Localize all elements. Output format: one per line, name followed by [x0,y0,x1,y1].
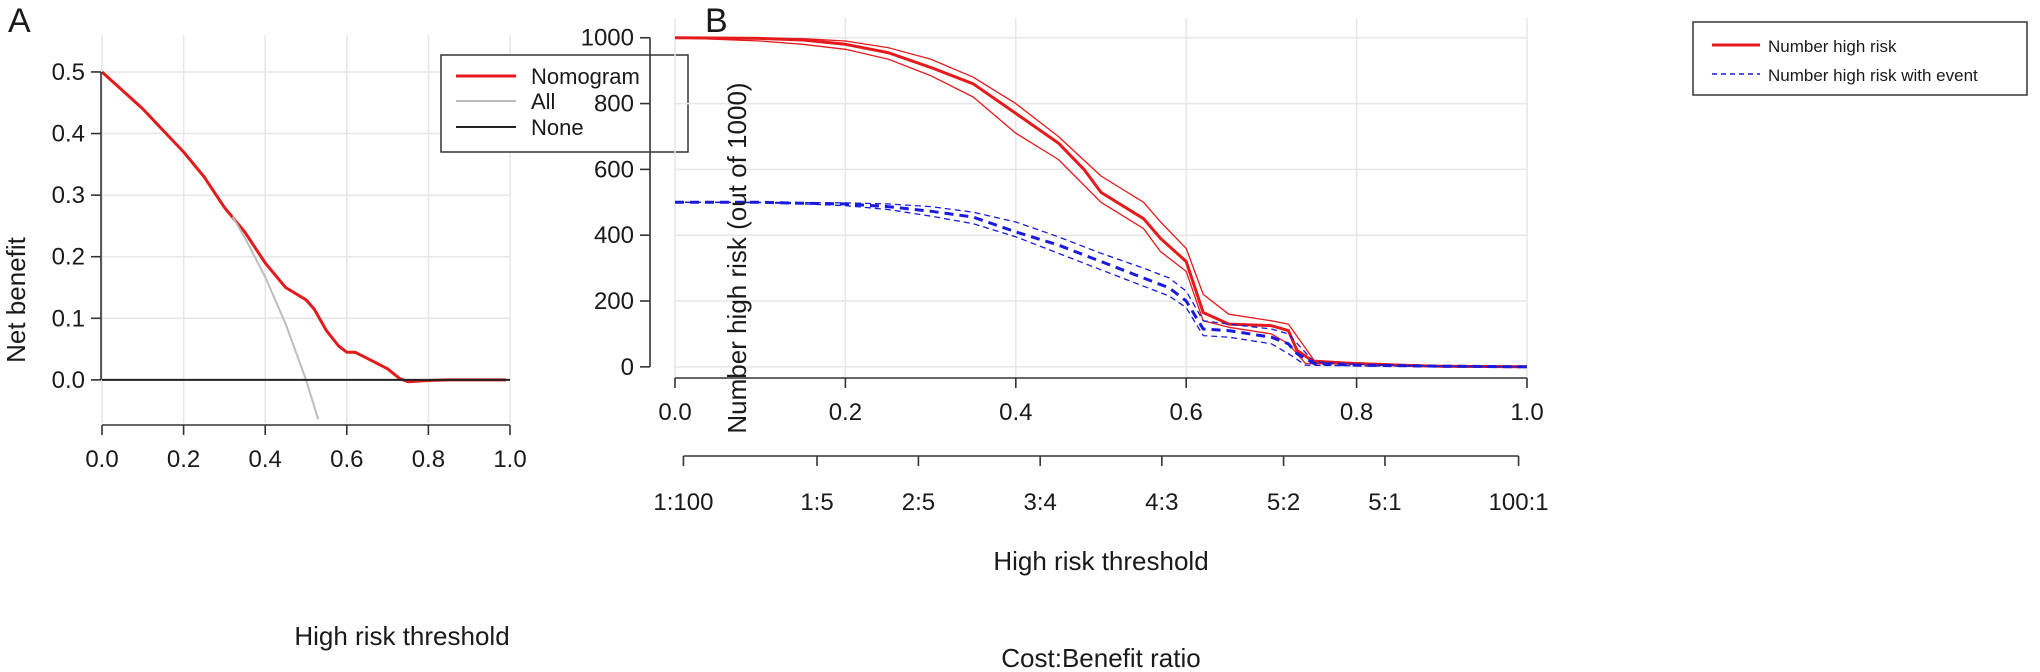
panel-b-grid [674,18,1528,380]
panel-b: B 0.0 0.2 0.4 0.6 0.8 1.0 0 200 400 600 800 1000 Hi… [581,2,2028,672]
panel-b-label: B [705,2,728,40]
panel-a-axes: 0.0 0.2 0.4 0.6 0.8 1.0 0.0 0.1 0.2 0.3 0.4 0.5 [52,59,527,473]
cost-benefit-tick-label-1-100: 1:100 [653,489,713,516]
panel-b-x-tick-label-0-8: 0.8 [1340,399,1373,426]
cost-benefit-tick-label-5-1: 5:1 [1368,489,1401,516]
cost-benefit-tick-label-1-5: 1:5 [800,489,833,516]
panel-b-cost-benefit-axis: 1:100 1:5 2:5 3:4 4:3 5:2 5:1 100:1 [653,455,1549,516]
cost-benefit-tick-label-100-1: 100:1 [1489,489,1549,516]
panel-b-cost-benefit-label: Cost:Benefit ratio [1001,643,1200,672]
panel-b-y-tick-label-0: 0 [621,354,634,381]
panel-a-x-tick-label-0-4: 0.4 [249,446,282,473]
panel-a-x-axis-label: High risk threshold [294,621,509,651]
cost-benefit-tick-label-2-5: 2:5 [902,489,935,516]
panel-a: A 0.0 0.2 0.4 0.6 0.8 1.0 0.0 0.1 0.2 0.3 0.4 0.5 H… [1,2,689,651]
cost-benefit-tick-label-4-3: 4:3 [1145,489,1178,516]
panel-a-y-tick-label-0-2: 0.2 [52,244,85,271]
panel-b-x-tick-label-1-0: 1.0 [1510,399,1543,426]
panel-b-series-band-5 [674,201,1528,368]
cost-benefit-tick-label-3-4: 3:4 [1023,489,1056,516]
panel-a-y-tick-label-0-0: 0.0 [52,367,85,394]
panel-a-series [100,70,510,420]
panel-b-y-tick-label-800: 800 [594,91,634,118]
panel-b-x-tick-label-0-6: 0.6 [1170,399,1203,426]
legend-label-none: None [531,115,584,140]
panel-b-series-band-4 [675,201,1528,368]
legend-label-nomogram: Nomogram [531,64,640,89]
panel-b-legend: Number high risk Number high risk with e… [1692,21,2028,96]
panel-a-y-tick-label-0-5: 0.5 [52,59,85,86]
panel-b-axes: 0.0 0.2 0.4 0.6 0.8 1.0 0 200 400 600 800 1000 [581,25,1544,426]
panel-b-series [674,36,1528,369]
panel-b-y-tick-label-600: 600 [594,156,634,183]
legend-label-number-high-risk: Number high risk [1768,37,1897,56]
panel-b-legend-box [1692,21,2028,96]
panel-a-x-tick-label-0-6: 0.6 [330,446,363,473]
panel-a-y-tick-label-0-4: 0.4 [52,121,85,148]
panel-a-label: A [8,2,31,40]
panel-b-x-tick-label-0-4: 0.4 [999,399,1032,426]
panel-b-x-tick-label-0-2: 0.2 [829,399,862,426]
panel-a-legend: Nomogram All None [440,54,689,153]
panel-b-y-tick-label-1000: 1000 [581,25,634,52]
panel-b-y-axis-label: Number high risk (out of 1000) [722,82,752,433]
panel-a-series-all [231,216,320,420]
panel-b-x-tick-label-0-0: 0.0 [658,399,691,426]
legend-label-all: All [531,89,555,114]
panel-a-y-tick-label-0-1: 0.1 [52,305,85,332]
panel-b-x-axis-label: High risk threshold [993,546,1208,576]
panel-b-series-number-high-risk-with-event [675,200,1528,369]
panel-b-series-band-1 [674,37,1528,368]
panel-a-legend-box [440,54,689,153]
panel-a-y-tick-label-0-3: 0.3 [52,182,85,209]
cost-benefit-tick-label-5-2: 5:2 [1267,489,1300,516]
panel-a-x-tick-label-0-0: 0.0 [85,446,118,473]
panel-a-x-tick-label-0-2: 0.2 [167,446,200,473]
panel-a-x-tick-label-0-8: 0.8 [412,446,445,473]
panel-a-y-axis-label: Net benefit [1,236,31,363]
panel-b-y-tick-label-400: 400 [594,222,634,249]
legend-label-number-high-risk-with-event: Number high risk with event [1768,66,1978,85]
panel-a-x-tick-label-1-0: 1.0 [493,446,526,473]
panel-b-y-tick-label-200: 200 [594,288,634,315]
